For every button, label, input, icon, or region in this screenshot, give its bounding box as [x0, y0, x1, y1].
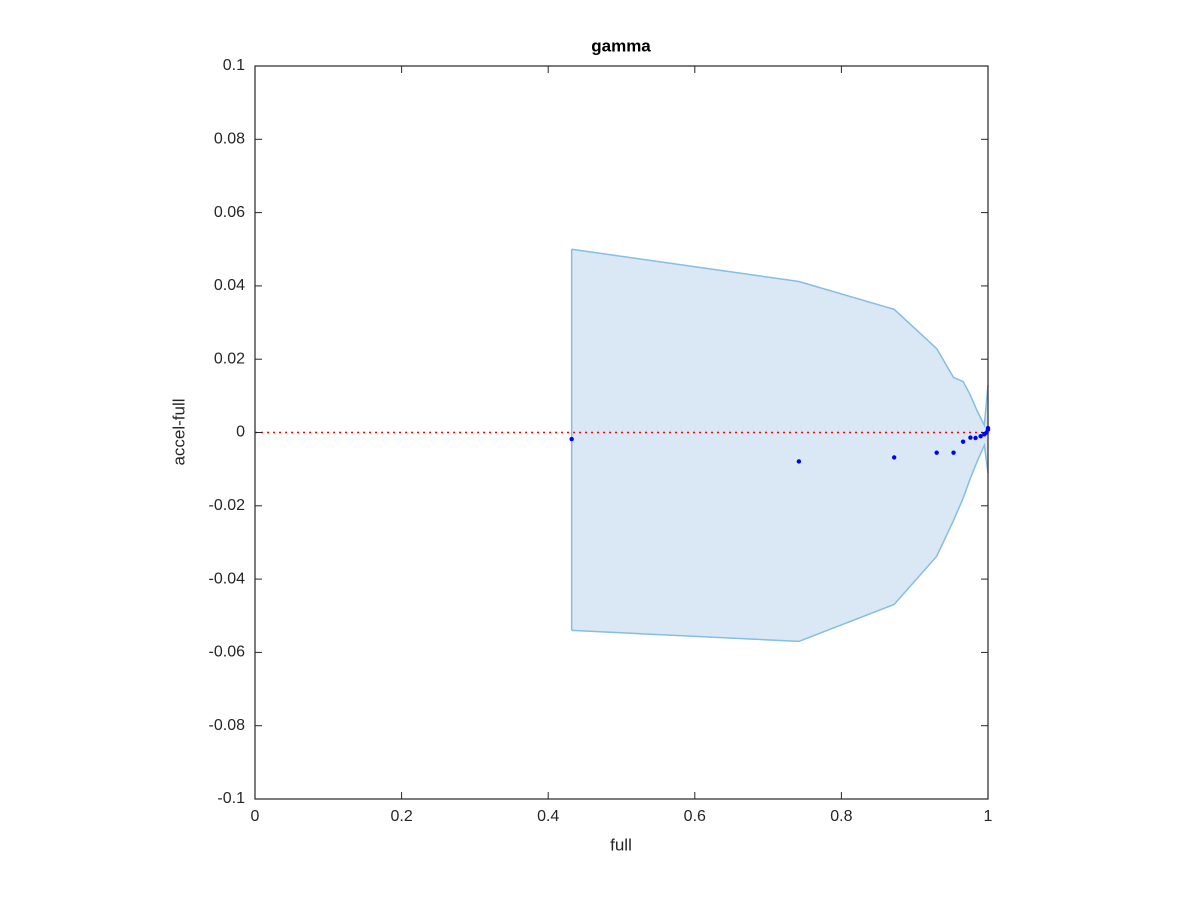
x-axis-label: full — [610, 835, 632, 854]
x-tick-label: 0.2 — [390, 808, 412, 825]
x-tick-label: 0.8 — [830, 808, 852, 825]
x-tick-label: 0.4 — [537, 808, 559, 825]
y-tick-label: 0.08 — [214, 131, 245, 148]
y-tick-label: 0.1 — [223, 57, 245, 74]
data-point — [973, 435, 978, 441]
y-tick-label: 0.02 — [214, 350, 245, 367]
y-tick-label: 0.04 — [214, 277, 245, 294]
x-tick-label: 0 — [251, 808, 260, 825]
y-tick-label: 0.06 — [214, 204, 245, 221]
y-tick-label: 0 — [236, 424, 245, 441]
x-tick-label: 1 — [984, 808, 993, 825]
data-point — [951, 450, 956, 455]
band-lower-edge — [571, 442, 989, 643]
x-tick-label: 0.6 — [684, 808, 706, 825]
data-point — [569, 436, 574, 442]
data-point — [891, 455, 897, 460]
data-point — [796, 459, 802, 464]
data-point — [978, 433, 983, 439]
y-axis-label: accel-full — [169, 398, 188, 465]
data-point — [985, 425, 991, 431]
data-point — [934, 450, 939, 455]
y-tick-label: -0.06 — [209, 644, 246, 661]
y-tick-label: -0.08 — [209, 717, 246, 734]
y-tick-label: -0.04 — [209, 570, 246, 587]
band-upper-edge — [571, 248, 989, 428]
confidence-band — [571, 249, 988, 642]
chart-title: gamma — [591, 36, 651, 55]
y-tick-label: -0.1 — [217, 790, 245, 807]
data-point — [968, 435, 973, 440]
y-tick-label: -0.02 — [209, 497, 246, 514]
data-point — [960, 439, 966, 444]
